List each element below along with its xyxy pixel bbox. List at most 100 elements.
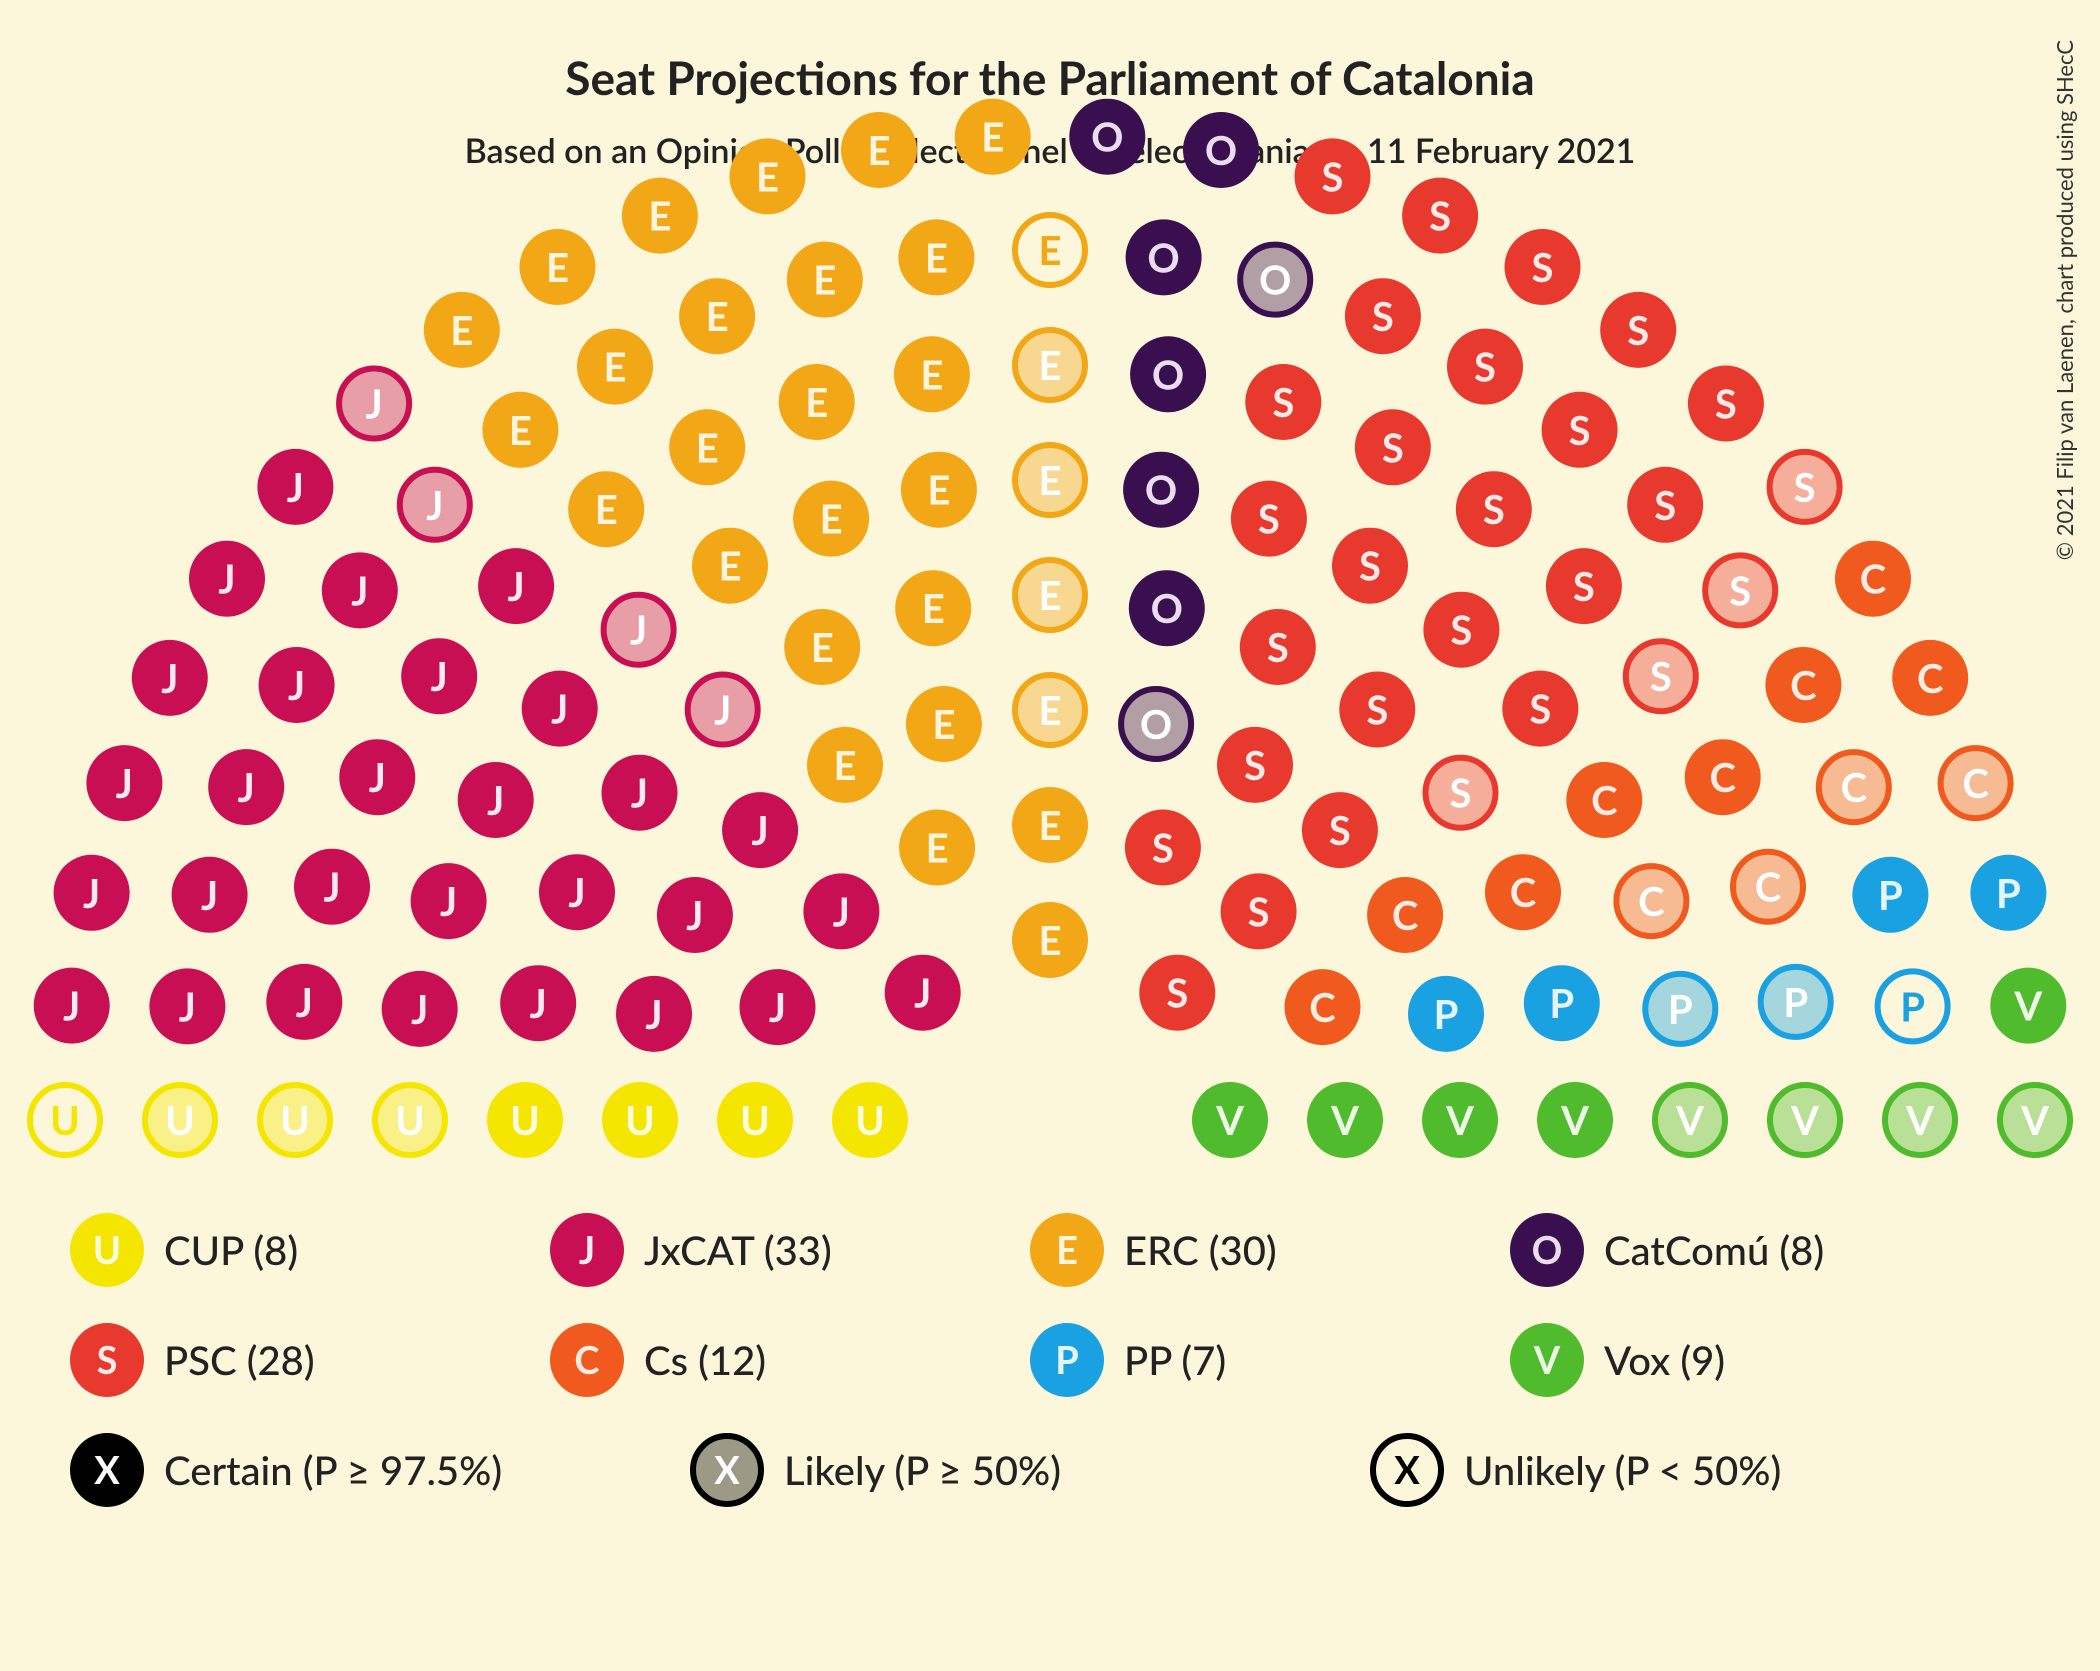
seat-jxcat: J	[266, 964, 342, 1040]
legend-prob-label: Likely (P ≥ 50%)	[784, 1446, 1061, 1494]
svg-text:C: C	[1841, 763, 1867, 811]
seat-psc: S	[1221, 873, 1297, 949]
seat-pp: P	[1408, 976, 1484, 1052]
seat-jxcat: J	[740, 969, 816, 1045]
seat-erc: E	[899, 810, 975, 886]
svg-text:J: J	[218, 555, 235, 603]
seat-psc: S	[1447, 329, 1523, 405]
svg-text:S: S	[1382, 423, 1404, 471]
svg-text:J: J	[369, 753, 386, 801]
svg-text:E: E	[813, 256, 836, 304]
legend-prob-label: Certain (P ≥ 97.5%)	[164, 1446, 502, 1494]
svg-text:J: J	[296, 978, 313, 1026]
svg-text:S: S	[1650, 652, 1672, 700]
seat-erc: E	[841, 112, 917, 188]
svg-text:J: J	[551, 685, 568, 733]
seat-catcomu: O	[1183, 112, 1259, 188]
svg-text:C: C	[1790, 661, 1816, 709]
svg-text:E: E	[1039, 226, 1062, 274]
seat-cs: C	[1941, 748, 2011, 818]
svg-text:E: E	[834, 741, 857, 789]
svg-text:S: S	[1359, 542, 1381, 590]
seat-erc: E	[1012, 902, 1088, 978]
seat-vox: V	[2000, 1085, 2070, 1155]
seat-erc: E	[1015, 445, 1085, 515]
seat-jxcat: J	[382, 971, 458, 1047]
svg-text:O: O	[1205, 126, 1237, 174]
seat-psc: S	[1542, 392, 1618, 468]
seat-erc: E	[895, 570, 971, 646]
seat-cs: C	[1285, 969, 1361, 1045]
legend-swatch: S	[70, 1323, 144, 1397]
svg-text:P: P	[1783, 978, 1808, 1026]
seat-pp: P	[1878, 971, 1948, 1041]
seat-jxcat: J	[885, 955, 961, 1031]
svg-text:S: S	[1715, 380, 1737, 428]
svg-text:S: S	[1244, 741, 1266, 789]
seat-psc: S	[1705, 555, 1775, 625]
svg-text:S: S	[1429, 192, 1451, 240]
svg-text:J: J	[530, 979, 547, 1027]
svg-text:S: S	[1573, 562, 1595, 610]
legend-item-pp: PPP (7)	[1030, 1323, 1226, 1397]
svg-text:J: J	[179, 982, 196, 1030]
svg-text:S: S	[1529, 685, 1551, 733]
seat-cup: U	[260, 1085, 330, 1155]
seat-jxcat: J	[189, 541, 265, 617]
svg-text:U: U	[510, 1096, 540, 1144]
svg-text:S: S	[1322, 152, 1344, 200]
svg-text:P: P	[1549, 979, 1574, 1027]
seat-erc: E	[955, 99, 1031, 175]
svg-text:C: C	[1392, 891, 1418, 939]
svg-text:C: C	[1309, 983, 1335, 1031]
seat-cs: C	[1566, 762, 1642, 838]
seat-pp: P	[1761, 967, 1831, 1037]
svg-text:J: J	[714, 686, 731, 734]
hemicycle-chart: UUUUUUUUJJJJJJJJJJJJJJJJJJJJJJJJJJJJJJJJ…	[0, 0, 2100, 1671]
svg-text:S: S	[1267, 623, 1289, 671]
seat-cup: U	[487, 1082, 563, 1158]
svg-text:E: E	[595, 485, 618, 533]
seat-erc: E	[793, 481, 869, 557]
legend-item-erc: EERC (30)	[1030, 1213, 1277, 1287]
seat-erc: E	[520, 229, 596, 305]
svg-text:E: E	[1039, 801, 1062, 849]
svg-text:E: E	[868, 126, 891, 174]
seat-cup: U	[832, 1082, 908, 1158]
seat-jxcat: J	[478, 548, 554, 624]
seat-erc: E	[787, 242, 863, 318]
seat-cup: U	[602, 1082, 678, 1158]
svg-text:J: J	[323, 863, 340, 911]
svg-text:E: E	[932, 700, 955, 748]
svg-text:V: V	[1905, 1096, 1934, 1144]
legend-prob-label: Unlikely (P < 50%)	[1464, 1446, 1781, 1494]
seat-erc: E	[482, 392, 558, 468]
svg-text:J: J	[631, 769, 648, 817]
seat-cup: U	[375, 1085, 445, 1155]
seat-vox: V	[1655, 1085, 1725, 1155]
svg-text:J: J	[426, 481, 443, 529]
svg-text:S: S	[1329, 806, 1351, 854]
seat-psc: S	[1332, 528, 1408, 604]
seat-cs: C	[1733, 852, 1803, 922]
seat-catcomu: O	[1123, 452, 1199, 528]
svg-text:O: O	[1145, 466, 1177, 514]
legend-label: Vox (9)	[1604, 1336, 1725, 1384]
svg-text:J: J	[287, 463, 304, 511]
svg-text:V: V	[1560, 1096, 1589, 1144]
seat-catcomu: O	[1240, 245, 1310, 315]
seat-jxcat: J	[602, 755, 678, 831]
legend-prob-certain: XCertain (P ≥ 97.5%)	[70, 1433, 502, 1507]
seat-psc: S	[1231, 481, 1307, 557]
seat-vox: V	[1885, 1085, 1955, 1155]
legend-item-psc: SPSC (28)	[70, 1323, 315, 1397]
seat-erc: E	[622, 178, 698, 254]
svg-text:V: V	[1330, 1096, 1359, 1144]
svg-text:U: U	[50, 1096, 80, 1144]
svg-text:J: J	[238, 763, 255, 811]
svg-text:C: C	[1860, 555, 1886, 603]
svg-text:E: E	[1039, 686, 1062, 734]
seat-jxcat: J	[294, 849, 370, 925]
legend-item-cs: CCs (12)	[550, 1323, 766, 1397]
svg-text:J: J	[568, 868, 585, 916]
